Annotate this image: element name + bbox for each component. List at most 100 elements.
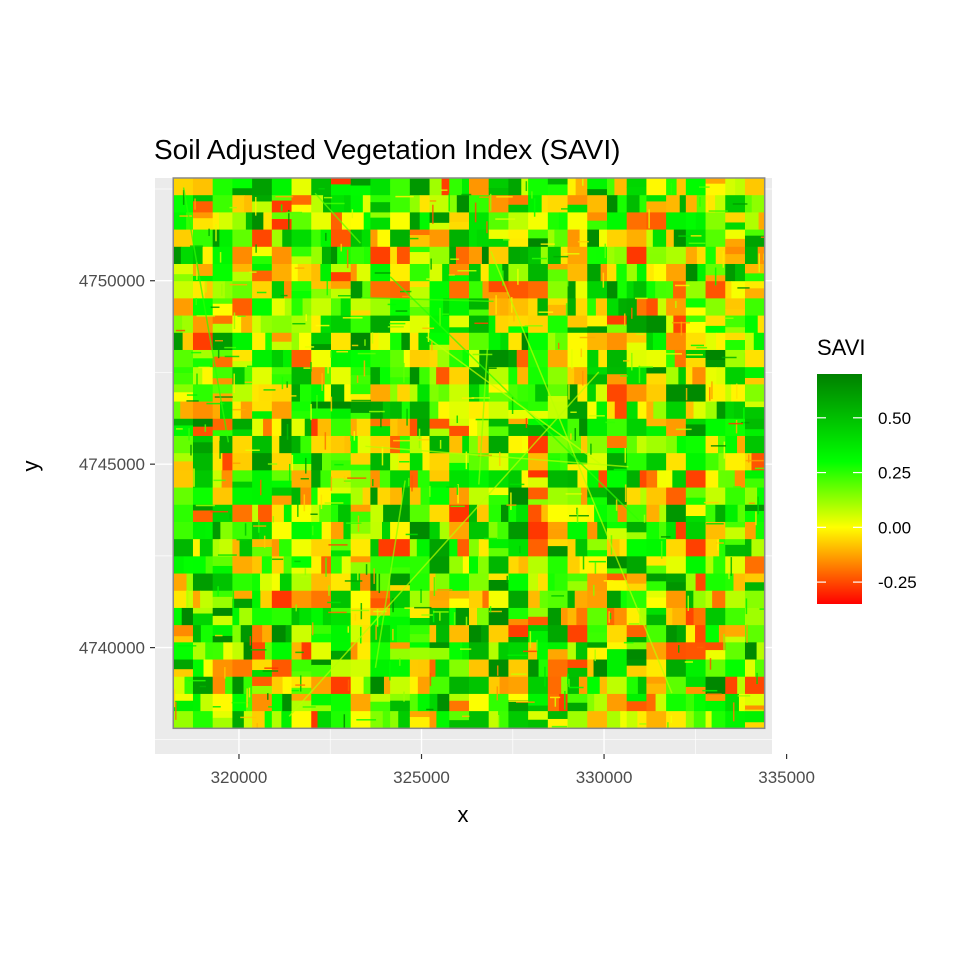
- raster-cell: [757, 315, 765, 334]
- raster-cell: [232, 315, 242, 334]
- raster-cell: [419, 212, 431, 231]
- raster-cell: [711, 711, 726, 729]
- raster-cell: [685, 178, 707, 196]
- raster-cell: [672, 607, 687, 626]
- raster-cell: [252, 521, 260, 540]
- raster-cell: [229, 513, 231, 520]
- raster-cell: [705, 453, 719, 471]
- raster-cell: [557, 342, 560, 350]
- raster-cell: [350, 659, 371, 678]
- raster-cell: [528, 453, 549, 471]
- legend-tick-label: 0.00: [878, 518, 911, 537]
- raster-cell: [587, 521, 598, 540]
- raster-cell: [606, 539, 621, 557]
- raster-cell: [286, 381, 288, 388]
- raster-cell: [311, 367, 326, 385]
- raster-cell: [635, 333, 645, 336]
- raster-cell: [426, 278, 433, 280]
- legend-tick-label: -0.25: [878, 573, 917, 592]
- raster-cell: [291, 256, 312, 265]
- raster-cell: [212, 453, 223, 471]
- raster-cell: [606, 384, 628, 403]
- raster-cell: [300, 477, 309, 480]
- raster-cell: [271, 367, 293, 375]
- raster-cell: [685, 384, 707, 403]
- raster-cell: [499, 298, 509, 317]
- raster-cell: [199, 539, 214, 557]
- raster-cell: [696, 646, 704, 649]
- raster-cell: [263, 418, 273, 437]
- raster-cell: [744, 273, 765, 282]
- raster-cell: [252, 470, 273, 489]
- raster-cell: [291, 687, 312, 695]
- raster-cell: [173, 659, 194, 670]
- raster-cell: [606, 263, 617, 282]
- raster-cell: [639, 195, 647, 213]
- raster-cell: [285, 625, 293, 643]
- raster-cell: [449, 453, 470, 464]
- raster-cell: [232, 429, 253, 437]
- raster-cell: [429, 298, 444, 317]
- raster-cell: [725, 349, 746, 368]
- raster-cell: [330, 693, 352, 712]
- raster-cell: [587, 349, 599, 368]
- raster-cell: [633, 281, 647, 299]
- raster-cell: [370, 349, 391, 368]
- raster-cell: [409, 246, 431, 253]
- raster-cell: [311, 539, 332, 557]
- raster-cell: [693, 590, 707, 609]
- raster-cell: [360, 573, 371, 592]
- raster-cell: [173, 487, 194, 506]
- raster-cell: [418, 439, 430, 441]
- raster-cell: [711, 381, 713, 399]
- raster-cell: [436, 711, 450, 729]
- raster-cell: [311, 229, 322, 248]
- raster-cell: [320, 494, 323, 510]
- raster-cell: [260, 315, 273, 334]
- raster-cell: [330, 521, 344, 540]
- raster-cell: [705, 487, 726, 506]
- raster-cell: [725, 435, 738, 454]
- raster-cell: [744, 212, 760, 231]
- raster-cell: [396, 246, 411, 265]
- raster-cell: [646, 201, 667, 213]
- raster-cell: [744, 349, 765, 368]
- raster-cell: [212, 607, 233, 617]
- raster-cell: [370, 426, 391, 437]
- raster-cell: [744, 693, 765, 706]
- raster-cell: [637, 401, 647, 420]
- raster-cell: [311, 573, 332, 592]
- raster-cell: [587, 556, 608, 575]
- raster-cell: [587, 246, 597, 265]
- raster-cell: [498, 711, 509, 729]
- legend-tick-label: 0.25: [878, 464, 911, 483]
- raster-cell: [756, 642, 765, 661]
- raster-cell: [705, 298, 726, 317]
- raster-cell: [203, 659, 214, 678]
- raster-cell: [449, 435, 463, 454]
- raster-cell: [429, 200, 437, 202]
- raster-cell: [508, 195, 529, 206]
- raster-cell: [252, 546, 273, 557]
- raster-cell: [192, 332, 214, 351]
- raster-cell: [476, 504, 490, 523]
- raster-cell: [744, 659, 756, 678]
- raster-cell: [587, 590, 608, 609]
- raster-cell: [350, 434, 352, 442]
- raster-cell: [422, 327, 435, 330]
- raster-cell: [350, 435, 359, 454]
- raster-cell: [620, 590, 628, 609]
- raster-cell: [390, 229, 411, 248]
- raster-cell: [244, 367, 253, 385]
- raster-cell: [173, 539, 194, 557]
- raster-cell: [436, 625, 450, 643]
- raster-cell: [330, 384, 345, 403]
- raster-cell: [252, 487, 273, 506]
- raster-cell: [330, 288, 352, 299]
- raster-cell: [192, 212, 214, 219]
- raster-cell: [646, 683, 667, 695]
- raster-cell: [192, 178, 214, 196]
- raster-cell: [304, 568, 307, 576]
- raster-cell: [180, 401, 194, 420]
- raster-cell: [449, 598, 470, 609]
